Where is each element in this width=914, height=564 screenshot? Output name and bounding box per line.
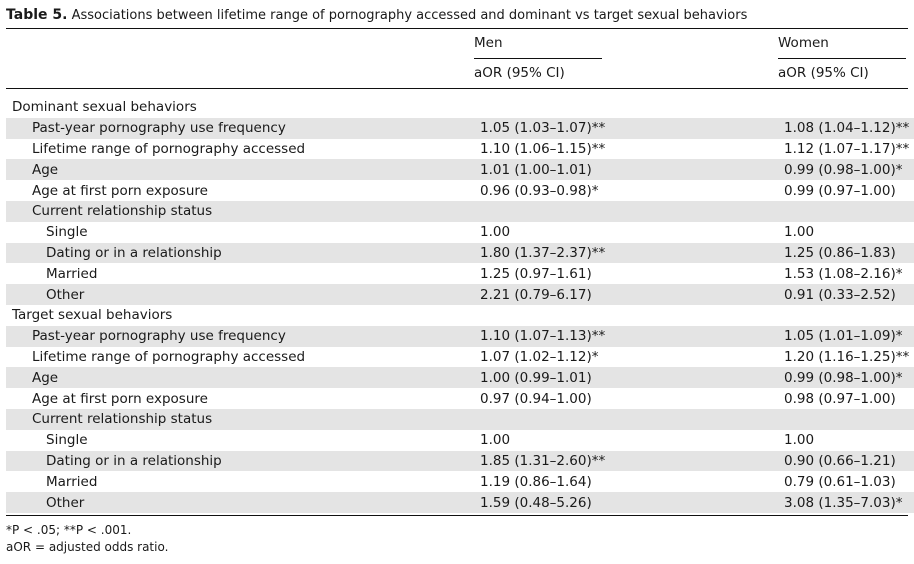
row-label: Current relationship status bbox=[6, 200, 480, 222]
table-row: Age 1.01 (1.00–1.01) 0.99 (0.98–1.00)* bbox=[6, 159, 914, 181]
men-aor-cell: 0.96 (0.93–0.98)* bbox=[480, 182, 599, 199]
women-aor-cell: 1.00 bbox=[784, 432, 815, 449]
bottom-rule bbox=[6, 515, 908, 516]
men-aor-cell: 1.10 (1.06–1.15)** bbox=[480, 140, 606, 157]
women-aor-cell: 0.99 (0.98–1.00)* bbox=[784, 159, 914, 181]
women-aor-cell: 3.08 (1.35–7.03)* bbox=[784, 492, 914, 513]
men-aor-cell: 1.00 (0.99–1.01) bbox=[480, 367, 784, 389]
women-aor-cell: 0.79 (0.61–1.03) bbox=[784, 473, 896, 490]
table-row: Target sexual behaviors bbox=[6, 305, 914, 326]
men-aor-cell: 1.00 bbox=[480, 432, 511, 449]
table-row: Lifetime range of pornography accessed 1.… bbox=[6, 347, 914, 368]
men-aor-cell: 1.10 (1.07–1.13)** bbox=[480, 325, 784, 347]
men-header-rule bbox=[474, 58, 602, 59]
women-aor-cell: 0.90 (0.66–1.21) bbox=[784, 450, 914, 472]
women-aor-cell: 1.20 (1.16–1.25)** bbox=[784, 348, 910, 365]
table-row: Dating or in a relationship 1.85 (1.31–2.… bbox=[6, 450, 914, 472]
table-row: Age at first porn exposure 0.97 (0.94–1.0… bbox=[6, 388, 914, 409]
men-aor-cell bbox=[480, 305, 784, 326]
row-label: Dating or in a relationship bbox=[6, 450, 480, 472]
row-label: Lifetime range of pornography accessed bbox=[32, 140, 306, 157]
table-row: Lifetime range of pornography accessed 1.… bbox=[6, 139, 914, 160]
men-aor-cell: 1.19 (0.86–1.64) bbox=[480, 473, 592, 490]
row-label: Married bbox=[46, 473, 98, 490]
table-row: Current relationship status bbox=[6, 200, 914, 222]
men-aor-cell bbox=[480, 408, 784, 430]
women-aor-cell: 1.12 (1.07–1.17)** bbox=[784, 140, 910, 157]
women-aor-cell: 1.25 (0.86–1.83) bbox=[784, 242, 914, 264]
men-aor-cell bbox=[480, 97, 784, 118]
women-aor-cell: 1.08 (1.04–1.12)** bbox=[784, 117, 914, 139]
header-bottom-rule bbox=[6, 88, 908, 89]
men-aor-cell: 1.80 (1.37–2.37)** bbox=[480, 242, 784, 264]
men-column-header: Men bbox=[474, 35, 503, 51]
women-column-header: Women bbox=[778, 35, 829, 51]
women-aor-cell: 1.00 bbox=[784, 224, 815, 241]
men-aor-cell: 1.07 (1.02–1.12)* bbox=[480, 348, 599, 365]
men-aor-cell: 1.01 (1.00–1.01) bbox=[480, 159, 784, 181]
men-aor-cell bbox=[480, 200, 784, 222]
men-aor-cell: 1.25 (0.97–1.61) bbox=[480, 265, 592, 282]
men-aor-cell: 1.85 (1.31–2.60)** bbox=[480, 450, 784, 472]
row-label: Age at first porn exposure bbox=[32, 390, 208, 407]
section-heading: Target sexual behaviors bbox=[12, 307, 173, 324]
table-row: Married 1.25 (0.97–1.61) 1.53 (1.08–2.16)* bbox=[6, 263, 914, 284]
row-label: Current relationship status bbox=[6, 408, 480, 430]
men-aor-cell: 1.05 (1.03–1.07)** bbox=[480, 117, 784, 139]
table-row: Current relationship status bbox=[6, 408, 914, 430]
row-label: Past-year pornography use frequency bbox=[6, 117, 480, 139]
women-aor-cell bbox=[784, 200, 914, 222]
table-row: Past-year pornography use frequency 1.10 … bbox=[6, 325, 914, 347]
table-row: Age 1.00 (0.99–1.01) 0.99 (0.98–1.00)* bbox=[6, 367, 914, 389]
women-subheader: aOR (95% CI) bbox=[778, 65, 869, 81]
table-title: Associations between lifetime range of p… bbox=[71, 8, 748, 23]
results-table-body: Dominant sexual behaviors Past-year porno… bbox=[6, 97, 914, 513]
row-label: Age bbox=[6, 367, 480, 389]
table-caption: Table 5. Associations between lifetime r… bbox=[6, 6, 908, 25]
section-heading: Dominant sexual behaviors bbox=[12, 99, 197, 116]
women-aor-cell bbox=[784, 97, 914, 118]
table-row: Dating or in a relationship 1.80 (1.37–2.… bbox=[6, 242, 914, 264]
women-aor-cell: 0.91 (0.33–2.52) bbox=[784, 284, 914, 305]
row-label: Single bbox=[46, 224, 88, 241]
table-row: Other 1.59 (0.48–5.26) 3.08 (1.35–7.03)* bbox=[6, 492, 914, 513]
table-row: Other 2.21 (0.79–6.17) 0.91 (0.33–2.52) bbox=[6, 284, 914, 305]
footnote-significance: *P < .05; **P < .001. bbox=[6, 523, 132, 537]
row-label: Single bbox=[46, 432, 88, 449]
row-label: Married bbox=[46, 265, 98, 282]
row-label: Age bbox=[6, 159, 480, 181]
table-row: Past-year pornography use frequency 1.05 … bbox=[6, 117, 914, 139]
table-row: Age at first porn exposure 0.96 (0.93–0.9… bbox=[6, 180, 914, 201]
table-row: Single 1.00 1.00 bbox=[6, 430, 914, 451]
women-header-rule bbox=[778, 58, 906, 59]
row-label: Age at first porn exposure bbox=[32, 182, 208, 199]
top-rule bbox=[6, 28, 908, 29]
women-aor-cell: 1.53 (1.08–2.16)* bbox=[784, 265, 903, 282]
row-label: Other bbox=[6, 492, 480, 513]
women-aor-cell: 0.98 (0.97–1.00) bbox=[784, 390, 896, 407]
women-aor-cell: 0.99 (0.98–1.00)* bbox=[784, 367, 914, 389]
men-aor-cell: 2.21 (0.79–6.17) bbox=[480, 284, 784, 305]
footnote-abbreviation: aOR = adjusted odds ratio. bbox=[6, 540, 169, 554]
women-aor-cell bbox=[784, 305, 914, 326]
women-aor-cell bbox=[784, 408, 914, 430]
table-row: Single 1.00 1.00 bbox=[6, 222, 914, 243]
men-aor-cell: 1.00 bbox=[480, 224, 511, 241]
table-label: Table 5. bbox=[6, 7, 68, 23]
table-row: Married 1.19 (0.86–1.64) 0.79 (0.61–1.03) bbox=[6, 471, 914, 492]
results-table: Dominant sexual behaviors Past-year porno… bbox=[6, 97, 914, 513]
table-row: Dominant sexual behaviors bbox=[6, 97, 914, 118]
row-label: Past-year pornography use frequency bbox=[6, 325, 480, 347]
women-aor-cell: 0.99 (0.97–1.00) bbox=[784, 182, 896, 199]
men-aor-cell: 0.97 (0.94–1.00) bbox=[480, 390, 592, 407]
men-aor-cell: 1.59 (0.48–5.26) bbox=[480, 492, 784, 513]
row-label: Other bbox=[6, 284, 480, 305]
women-aor-cell: 1.05 (1.01–1.09)* bbox=[784, 325, 914, 347]
row-label: Lifetime range of pornography accessed bbox=[32, 348, 306, 365]
row-label: Dating or in a relationship bbox=[6, 242, 480, 264]
men-subheader: aOR (95% CI) bbox=[474, 65, 565, 81]
